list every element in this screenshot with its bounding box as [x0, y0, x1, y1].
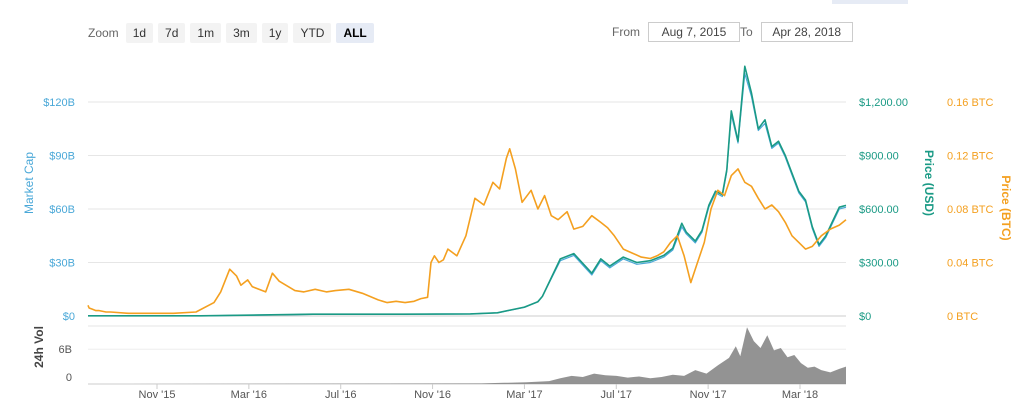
market-cap-tick-label: $0 — [63, 311, 75, 323]
zoom-button-1d[interactable]: 1d — [125, 23, 154, 43]
from-date-input[interactable] — [648, 22, 740, 42]
price-btc-tick-label: 0 BTC — [947, 311, 978, 323]
market-cap-axis-title: Market Cap — [22, 152, 36, 214]
zoom-button-1m[interactable]: 1m — [190, 23, 222, 43]
market-cap-tick-label: $90B — [49, 151, 75, 163]
market-cap-tick-label: $120B — [43, 97, 75, 109]
price-usd-series — [88, 65, 847, 317]
price-usd-tick-label: $900.00 — [859, 151, 899, 163]
x-tick-label: Nov '17 — [690, 389, 727, 401]
top-strip — [832, 0, 908, 4]
price-btc-axis-title: Price (BTC) — [999, 175, 1013, 240]
price-usd-tick-label: $0 — [859, 311, 871, 323]
axis-layer: $0 $0 0 BTC $30B $300.00 0.04 BTC $60B $600.00 0… — [43, 97, 993, 401]
grid — [88, 101, 846, 317]
market-cap-tick-label: $60B — [49, 204, 75, 216]
zoom-button-all[interactable]: ALL — [336, 23, 374, 43]
market-cap-series — [88, 72, 847, 317]
zoom-button-ytd[interactable]: YTD — [293, 23, 332, 43]
price-usd-axis-title: Price (USD) — [922, 150, 936, 216]
x-tick-label: Nov '16 — [414, 389, 451, 401]
zoom-button-1y[interactable]: 1y — [261, 23, 289, 43]
price-btc-series — [87, 148, 847, 315]
price-usd-tick-label: $300.00 — [859, 258, 899, 270]
to-label: To — [740, 25, 753, 39]
volume-tick-label: 0 — [66, 372, 72, 384]
range-from: From — [612, 22, 740, 42]
market-cap-tick-label: $30B — [49, 258, 75, 270]
volume-tick-label: 6B — [59, 344, 72, 356]
zoom-label: Zoom — [88, 26, 119, 40]
price-btc-tick-label: 0.04 BTC — [947, 258, 994, 270]
price-usd-tick-label: $600.00 — [859, 204, 899, 216]
zoom-button-3m[interactable]: 3m — [226, 23, 257, 43]
price-btc-tick-label: 0.16 BTC — [947, 97, 994, 109]
x-tick-label: Mar '17 — [506, 389, 542, 401]
x-tick-label: Jul '16 — [325, 389, 356, 401]
from-label: From — [612, 25, 640, 39]
zoom-button-7d[interactable]: 7d — [158, 23, 186, 43]
volume-series — [88, 327, 846, 384]
series-layer — [87, 65, 847, 384]
volume-axis-title: 24h Vol — [32, 326, 46, 368]
price-btc-tick-label: 0.12 BTC — [947, 151, 994, 163]
price-usd-tick-label: $1,200.00 — [859, 97, 908, 109]
price-btc-tick-label: 0.08 BTC — [947, 204, 994, 216]
range-to: To — [740, 22, 853, 42]
x-tick-label: Mar '18 — [782, 389, 818, 401]
x-tick-label: Mar '16 — [231, 389, 267, 401]
zoom-bar: Zoom 1d 7d 1m 3m 1y YTD ALL — [88, 23, 379, 43]
x-tick-label: Nov '15 — [139, 389, 176, 401]
to-date-input[interactable] — [760, 22, 853, 42]
x-tick-label: Jul '17 — [601, 389, 632, 401]
